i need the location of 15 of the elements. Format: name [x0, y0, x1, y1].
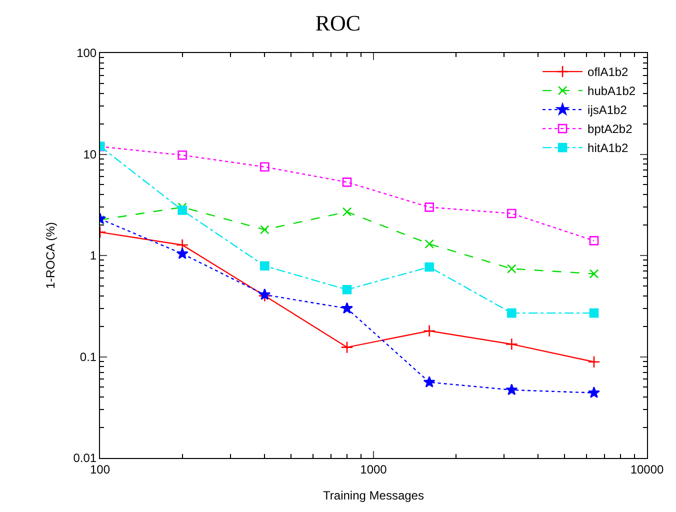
chart-title: ROC — [315, 10, 361, 36]
y-axis-title: 1-ROCA (%) — [44, 222, 58, 289]
y-tick-label: 10 — [83, 147, 97, 162]
legend-label: ijsA1b2 — [588, 103, 628, 118]
y-tick-label: 1 — [90, 248, 97, 263]
y-tick-label: 100 — [76, 46, 97, 60]
legend-label: oflA1b2 — [588, 65, 629, 80]
legend-label: hubA1b2 — [588, 84, 636, 98]
x-tick-label: 10000 — [630, 462, 664, 476]
legend-label: hitA1b2 — [588, 141, 629, 156]
x-tick-label: 1000 — [360, 462, 388, 476]
y-tick-label: 0.01 — [73, 451, 97, 466]
y-tick-label: 0.1 — [80, 350, 97, 364]
x-axis-title: Training Messages — [323, 488, 424, 502]
legend-label: bptA2b2 — [588, 122, 633, 136]
